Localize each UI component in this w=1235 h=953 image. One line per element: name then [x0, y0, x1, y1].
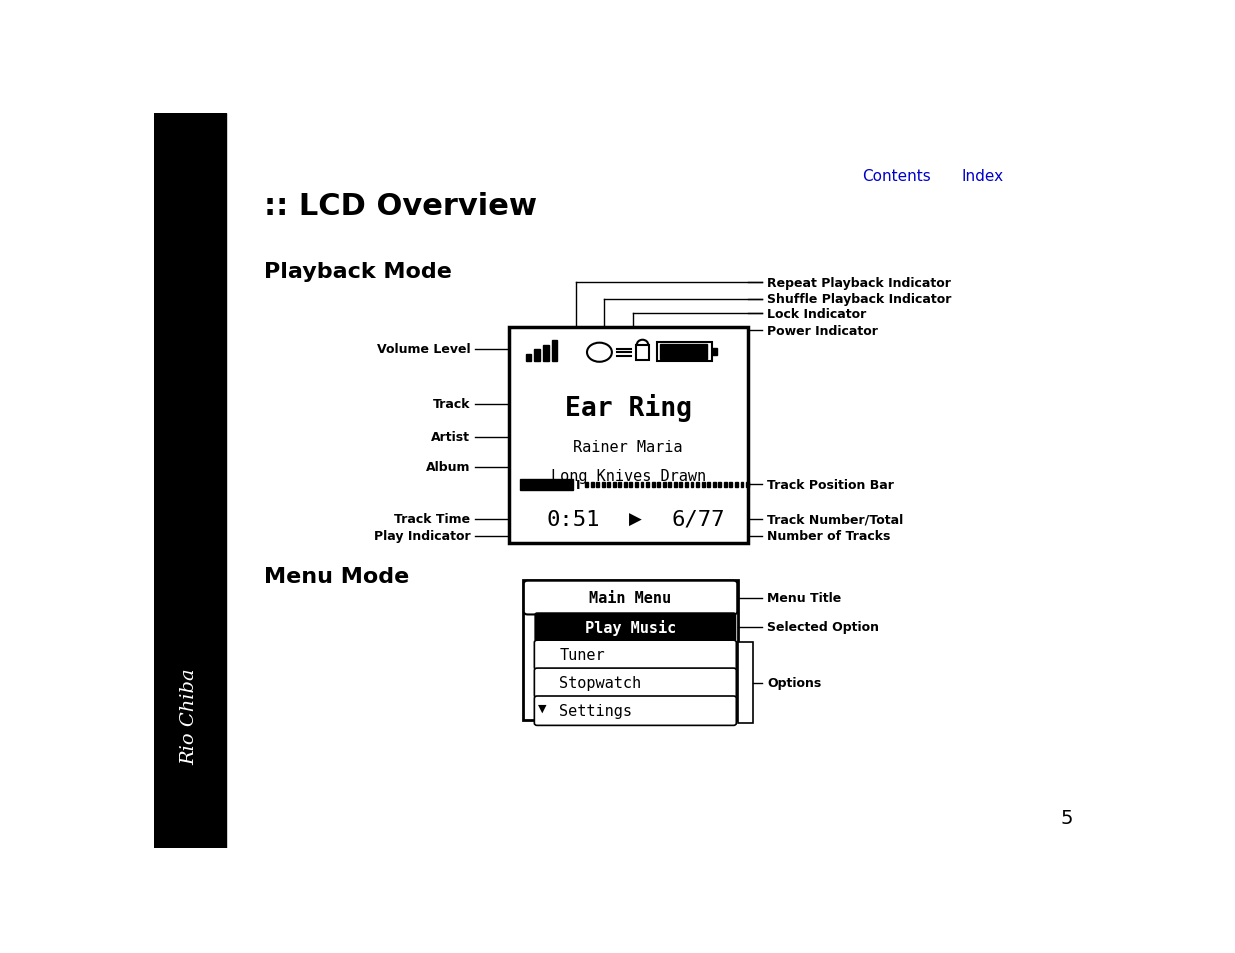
Bar: [641, 483, 643, 488]
Text: Playback Mode: Playback Mode: [264, 262, 452, 282]
Bar: [701, 483, 704, 488]
Bar: [552, 341, 557, 361]
Text: Rio Chiba: Rio Chiba: [180, 668, 199, 764]
Text: Stopwatch: Stopwatch: [559, 676, 641, 691]
Bar: [657, 342, 713, 361]
Bar: [679, 483, 682, 488]
Text: Track Number/Total: Track Number/Total: [767, 513, 903, 526]
Text: Index: Index: [961, 170, 1003, 184]
Bar: [646, 483, 650, 488]
Bar: [543, 346, 548, 361]
Bar: [657, 483, 661, 488]
Bar: [739, 642, 752, 723]
Text: Lock Indicator: Lock Indicator: [767, 308, 866, 320]
Text: Power Indicator: Power Indicator: [767, 324, 878, 337]
Bar: [522, 580, 739, 720]
Text: Long Knives Drawn: Long Knives Drawn: [551, 469, 705, 483]
Bar: [520, 479, 573, 491]
Text: Tuner: Tuner: [559, 648, 605, 662]
Text: ▶: ▶: [630, 511, 642, 528]
Bar: [652, 483, 655, 488]
Text: Settings: Settings: [559, 703, 632, 719]
Bar: [636, 346, 650, 360]
Text: Contents: Contents: [862, 170, 930, 184]
Bar: [590, 483, 594, 488]
Text: Number of Tracks: Number of Tracks: [767, 530, 890, 543]
Bar: [685, 483, 688, 488]
Bar: [154, 114, 226, 848]
Bar: [708, 483, 710, 488]
Bar: [585, 483, 588, 488]
FancyBboxPatch shape: [535, 668, 736, 698]
Text: Menu Title: Menu Title: [767, 592, 841, 604]
Bar: [668, 483, 672, 488]
Text: Album: Album: [426, 461, 471, 474]
Bar: [601, 483, 605, 488]
Text: Shuffle Playback Indicator: Shuffle Playback Indicator: [767, 293, 951, 306]
Text: 0:51: 0:51: [547, 510, 600, 530]
Bar: [735, 483, 737, 488]
FancyBboxPatch shape: [535, 640, 736, 670]
Bar: [724, 483, 726, 488]
Bar: [697, 483, 699, 488]
Text: Play Indicator: Play Indicator: [374, 530, 471, 543]
Bar: [608, 483, 610, 488]
Text: Ear Ring: Ear Ring: [564, 394, 692, 422]
Text: 6/77: 6/77: [672, 510, 725, 530]
Bar: [526, 355, 531, 361]
Bar: [746, 483, 748, 488]
Bar: [659, 345, 706, 359]
FancyBboxPatch shape: [535, 697, 736, 725]
Text: I: I: [577, 478, 580, 492]
Bar: [635, 483, 638, 488]
Bar: [719, 483, 721, 488]
Text: Menu Mode: Menu Mode: [264, 567, 410, 587]
Text: 5: 5: [1061, 808, 1073, 827]
Text: Volume Level: Volume Level: [377, 343, 471, 355]
Text: ▼: ▼: [537, 703, 546, 713]
Text: Play Music: Play Music: [585, 619, 677, 636]
Bar: [624, 483, 627, 488]
Text: Selected Option: Selected Option: [767, 620, 879, 634]
FancyBboxPatch shape: [535, 613, 736, 642]
Text: Main Menu: Main Menu: [589, 591, 672, 605]
Text: Repeat Playback Indicator: Repeat Playback Indicator: [767, 276, 951, 290]
Bar: [713, 348, 718, 355]
Bar: [741, 483, 743, 488]
Bar: [509, 327, 748, 543]
Bar: [674, 483, 677, 488]
Text: Rainer Maria: Rainer Maria: [573, 439, 683, 455]
Bar: [630, 483, 632, 488]
FancyBboxPatch shape: [524, 581, 737, 615]
Text: Options: Options: [767, 677, 821, 690]
Text: :: LCD Overview: :: LCD Overview: [264, 192, 537, 220]
Text: Track Position Bar: Track Position Bar: [767, 478, 894, 492]
Bar: [535, 350, 540, 361]
Bar: [730, 483, 732, 488]
Text: Track: Track: [432, 397, 471, 411]
Text: Artist: Artist: [431, 431, 471, 444]
Bar: [597, 483, 599, 488]
Bar: [613, 483, 616, 488]
Bar: [713, 483, 715, 488]
Bar: [690, 483, 693, 488]
Bar: [663, 483, 666, 488]
Bar: [619, 483, 621, 488]
Text: Track Time: Track Time: [394, 513, 471, 526]
